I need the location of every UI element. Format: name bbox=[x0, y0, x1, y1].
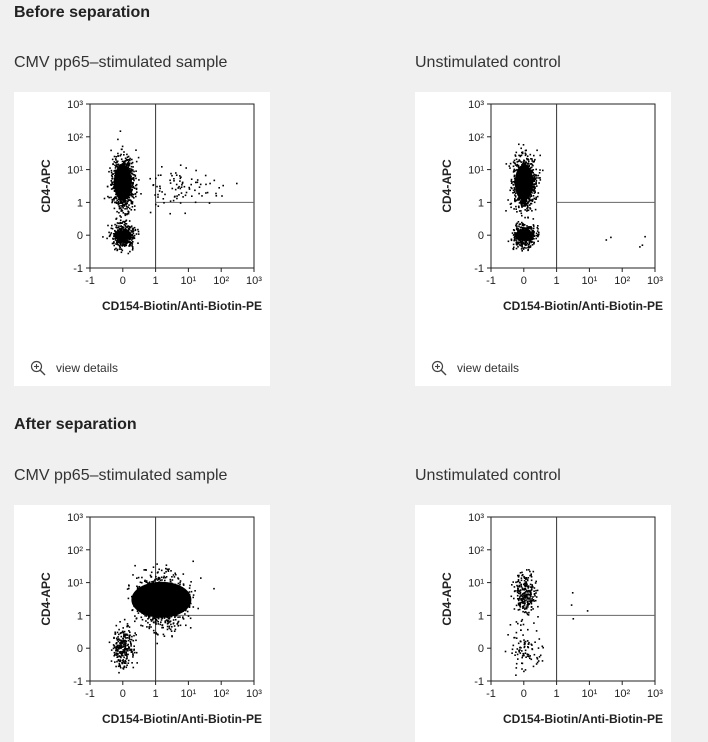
cell-population bbox=[126, 560, 215, 645]
y-tick-label: 10¹ bbox=[468, 165, 484, 177]
x-tick-label: 10³ bbox=[246, 275, 262, 287]
cell-population bbox=[521, 592, 589, 621]
plot-frame bbox=[89, 103, 255, 269]
chart-panel-before-control: -1 -1 0 0 1 1 10¹ 10¹ 10² 10² 10³ 10³ CD154-Biotin/A… bbox=[415, 92, 671, 386]
y-tick-label: 0 bbox=[77, 643, 83, 655]
view-details-link[interactable]: view details bbox=[30, 360, 118, 376]
y-axis-label: CD4-APC bbox=[440, 572, 454, 626]
y-tick-label: 10² bbox=[67, 545, 83, 557]
x-axis-label: CD154-Biotin/Anti-Biotin-PE bbox=[102, 299, 262, 313]
cell-population bbox=[103, 130, 142, 227]
flow-cytometry-plot: -1-1 0 0 1 1 10¹ 10¹ 10² 10² 10³ 10³ CD154-Biotin/A… bbox=[39, 512, 262, 726]
y-tick-label: 10³ bbox=[468, 99, 484, 111]
dense-core bbox=[514, 230, 533, 241]
cell-population bbox=[533, 235, 646, 248]
flow-cytometry-plot: -1-1 0 0 1 1 10¹ 10¹ 10² 10² 10³ 10³ CD154-Biotin/A… bbox=[440, 99, 663, 313]
x-tick-label: 10¹ bbox=[180, 275, 196, 287]
dense-core bbox=[113, 230, 132, 241]
x-tick-label: 10³ bbox=[647, 275, 663, 287]
y-tick-label: -1 bbox=[73, 676, 83, 688]
cell-population bbox=[504, 622, 544, 676]
y-tick-label: 1 bbox=[478, 610, 484, 622]
cell-population bbox=[510, 569, 539, 625]
x-tick-label: 10² bbox=[614, 275, 630, 287]
y-tick-label: 1 bbox=[77, 197, 83, 209]
x-tick-label: 1 bbox=[554, 688, 560, 700]
y-tick-label: 10¹ bbox=[67, 578, 83, 590]
y-tick-label: 10² bbox=[468, 132, 484, 144]
flow-cytometry-plot: -1-1 0 0 1 1 10¹ 10¹ 10² 10² 10³ 10³ CD154-Biotin/A… bbox=[39, 99, 262, 313]
y-tick-label: 0 bbox=[77, 230, 83, 242]
y-tick-label: 10² bbox=[468, 545, 484, 557]
y-tick-label: -1 bbox=[73, 263, 83, 275]
y-axis-label: CD4-APC bbox=[440, 159, 454, 213]
panel-caption: CMV pp65–stimulated sample bbox=[14, 467, 228, 484]
y-tick-label: 1 bbox=[77, 610, 83, 622]
y-tick-label: 0 bbox=[478, 643, 484, 655]
zoom-in-icon bbox=[30, 360, 46, 376]
y-axis-label: CD4-APC bbox=[39, 159, 53, 213]
dense-core bbox=[131, 581, 192, 618]
x-axis-label: CD154-Biotin/Anti-Biotin-PE bbox=[102, 712, 262, 726]
y-tick-label: 10¹ bbox=[67, 165, 83, 177]
x-tick-label: 0 bbox=[120, 275, 126, 287]
x-tick-label: 10² bbox=[213, 688, 229, 700]
x-tick-label: 1 bbox=[153, 275, 159, 287]
dense-core bbox=[113, 164, 132, 201]
panel-caption: Unstimulated control bbox=[415, 467, 561, 484]
x-tick-label: 10¹ bbox=[581, 688, 597, 700]
y-tick-label: 10³ bbox=[67, 512, 83, 524]
cell-population bbox=[108, 618, 138, 674]
x-tick-label: -1 bbox=[85, 275, 95, 287]
x-tick-label: 10³ bbox=[647, 688, 663, 700]
view-details-link[interactable]: view details bbox=[431, 360, 519, 376]
section-title-before: Before separation bbox=[14, 4, 151, 21]
cell-population bbox=[131, 164, 238, 215]
x-axis-label: CD154-Biotin/Anti-Biotin-PE bbox=[503, 299, 663, 313]
x-tick-label: 0 bbox=[521, 688, 527, 700]
chart-panel-before-stimulated: -1 -1 0 0 1 1 10¹ 10¹ 10² 10² 10³ 10³ CD154-Biotin/A… bbox=[14, 92, 270, 386]
chart-panel-after-control: -1 -1 0 0 1 1 10¹ 10¹ 10² 10² 10³ 10³ CD154-Biotin/A… bbox=[415, 505, 671, 742]
x-tick-label: -1 bbox=[486, 275, 496, 287]
y-tick-label: -1 bbox=[474, 263, 484, 275]
x-tick-label: 0 bbox=[120, 688, 126, 700]
flow-cytometry-plot: -1-1 0 0 1 1 10¹ 10¹ 10² 10² 10³ 10³ CD154-Biotin/A… bbox=[440, 512, 663, 726]
view-details-label: view details bbox=[457, 361, 520, 375]
cell-population bbox=[505, 143, 544, 231]
y-tick-label: 10² bbox=[67, 132, 83, 144]
chart-panel-after-stimulated: -1 -1 0 0 1 1 10¹ 10¹ 10² 10² 10³ 10³ CD154-Biotin/A… bbox=[14, 505, 270, 742]
y-tick-label: 1 bbox=[478, 197, 484, 209]
plot-frame bbox=[490, 103, 656, 269]
cell-population bbox=[507, 216, 540, 252]
x-tick-label: 1 bbox=[153, 688, 159, 700]
zoom-in-icon bbox=[431, 360, 447, 376]
x-tick-label: 10² bbox=[213, 275, 229, 287]
x-axis-label: CD154-Biotin/Anti-Biotin-PE bbox=[503, 712, 663, 726]
panel-caption: CMV pp65–stimulated sample bbox=[14, 54, 228, 71]
y-axis-label: CD4-APC bbox=[39, 572, 53, 626]
plot-frame bbox=[89, 516, 255, 682]
y-tick-label: 10³ bbox=[67, 99, 83, 111]
x-tick-label: 10² bbox=[614, 688, 630, 700]
x-tick-label: 10¹ bbox=[180, 688, 196, 700]
y-tick-label: 10¹ bbox=[468, 578, 484, 590]
x-tick-label: -1 bbox=[85, 688, 95, 700]
x-tick-label: 10¹ bbox=[581, 275, 597, 287]
y-tick-label: 10³ bbox=[468, 512, 484, 524]
x-tick-label: -1 bbox=[486, 688, 496, 700]
x-tick-label: 0 bbox=[521, 275, 527, 287]
dense-core bbox=[514, 164, 533, 201]
section-title-after: After separation bbox=[14, 416, 137, 433]
y-tick-label: -1 bbox=[474, 676, 484, 688]
y-tick-label: 0 bbox=[478, 230, 484, 242]
plot-frame bbox=[490, 516, 656, 682]
x-tick-label: 10³ bbox=[246, 688, 262, 700]
cell-population bbox=[102, 216, 140, 255]
view-details-label: view details bbox=[56, 361, 119, 375]
x-tick-label: 1 bbox=[554, 275, 560, 287]
panel-caption: Unstimulated control bbox=[415, 54, 561, 71]
